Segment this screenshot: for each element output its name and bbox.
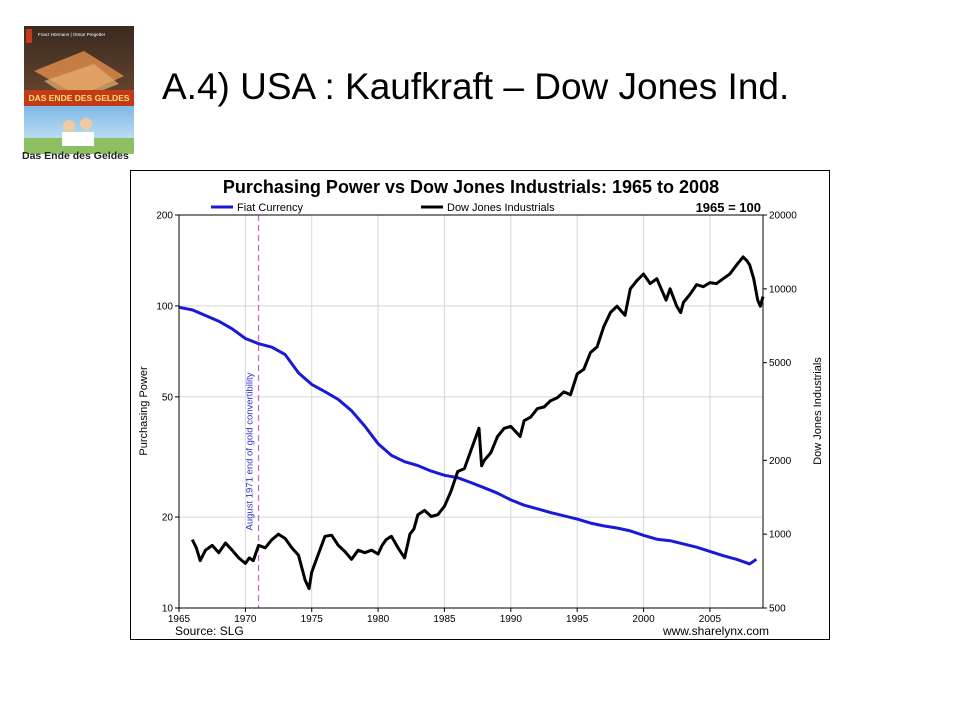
book-cover-image: Franz Hörmann | Otmar Pregetter DAS ENDE… [24, 26, 134, 154]
y-left-tick-label: 200 [156, 211, 173, 222]
y-right-tick-label: 20000 [769, 211, 797, 222]
y-right-tick-label: 2000 [769, 456, 792, 467]
legend: Fiat Currency Dow Jones Industrials 1965… [211, 200, 761, 215]
book-caption: Das Ende des Geldes [22, 150, 129, 162]
x-tick-label: 1965 [168, 614, 191, 625]
grid-layer [178, 214, 763, 609]
x-tick-label: 1985 [433, 614, 456, 625]
x-tick-label: 1995 [566, 614, 589, 625]
y-right-tick-label: 5000 [769, 358, 792, 369]
y-right-axis-label: Dow Jones Industrials [812, 357, 824, 465]
base-note: 1965 = 100 [696, 200, 761, 215]
book-cover-art: Franz Hörmann | Otmar Pregetter DAS ENDE… [24, 26, 134, 154]
y-right-tick-label: 10000 [769, 284, 797, 295]
chart-frame: 1965 1970 1975 1980 1985 1990 1995 2000 2005 10 20… [130, 170, 830, 640]
y-left-tick-label: 50 [162, 392, 174, 403]
slide-title: A.4) USA : Kaufkraft – Dow Jones Ind. [162, 66, 790, 107]
y-left-axis-label: Purchasing Power [138, 366, 150, 456]
series-layer [178, 255, 765, 591]
y-left-tick-label: 100 [156, 301, 173, 312]
book-authors: Franz Hörmann | Otmar Pregetter [38, 32, 106, 37]
y-left-tick-label: 10 [162, 604, 174, 615]
x-tick-label: 2005 [699, 614, 722, 625]
y-right-tick-label: 500 [769, 604, 786, 615]
series-line-dow-jones [190, 255, 765, 591]
site-label: www.sharelynx.com [662, 624, 769, 638]
x-tick-label: 1975 [301, 614, 324, 625]
series-line-fiat-currency [178, 305, 758, 566]
y-left-tick-label: 20 [162, 513, 174, 524]
chart-title: Purchasing Power vs Dow Jones Industrial… [223, 177, 719, 197]
axis-layer: 1965 1970 1975 1980 1985 1990 1995 2000 2005 10 20… [156, 211, 797, 626]
x-tick-label: 1980 [367, 614, 390, 625]
legend-label-fiat: Fiat Currency [237, 202, 304, 214]
dow-purchasing-power-chart: 1965 1970 1975 1980 1985 1990 1995 2000 2005 10 20… [138, 177, 824, 638]
x-tick-label: 1970 [234, 614, 257, 625]
plot-border [178, 214, 764, 609]
annotation-label: August 1971 end of gold convertibility [245, 372, 256, 530]
legend-label-dow: Dow Jones Industrials [447, 202, 555, 214]
y-right-tick-label: 1000 [769, 530, 792, 541]
book-cover-title: DAS ENDE DES GELDES [28, 93, 129, 103]
source-label: Source: SLG [175, 624, 244, 638]
x-tick-label: 2000 [632, 614, 655, 625]
x-tick-label: 1990 [500, 614, 523, 625]
